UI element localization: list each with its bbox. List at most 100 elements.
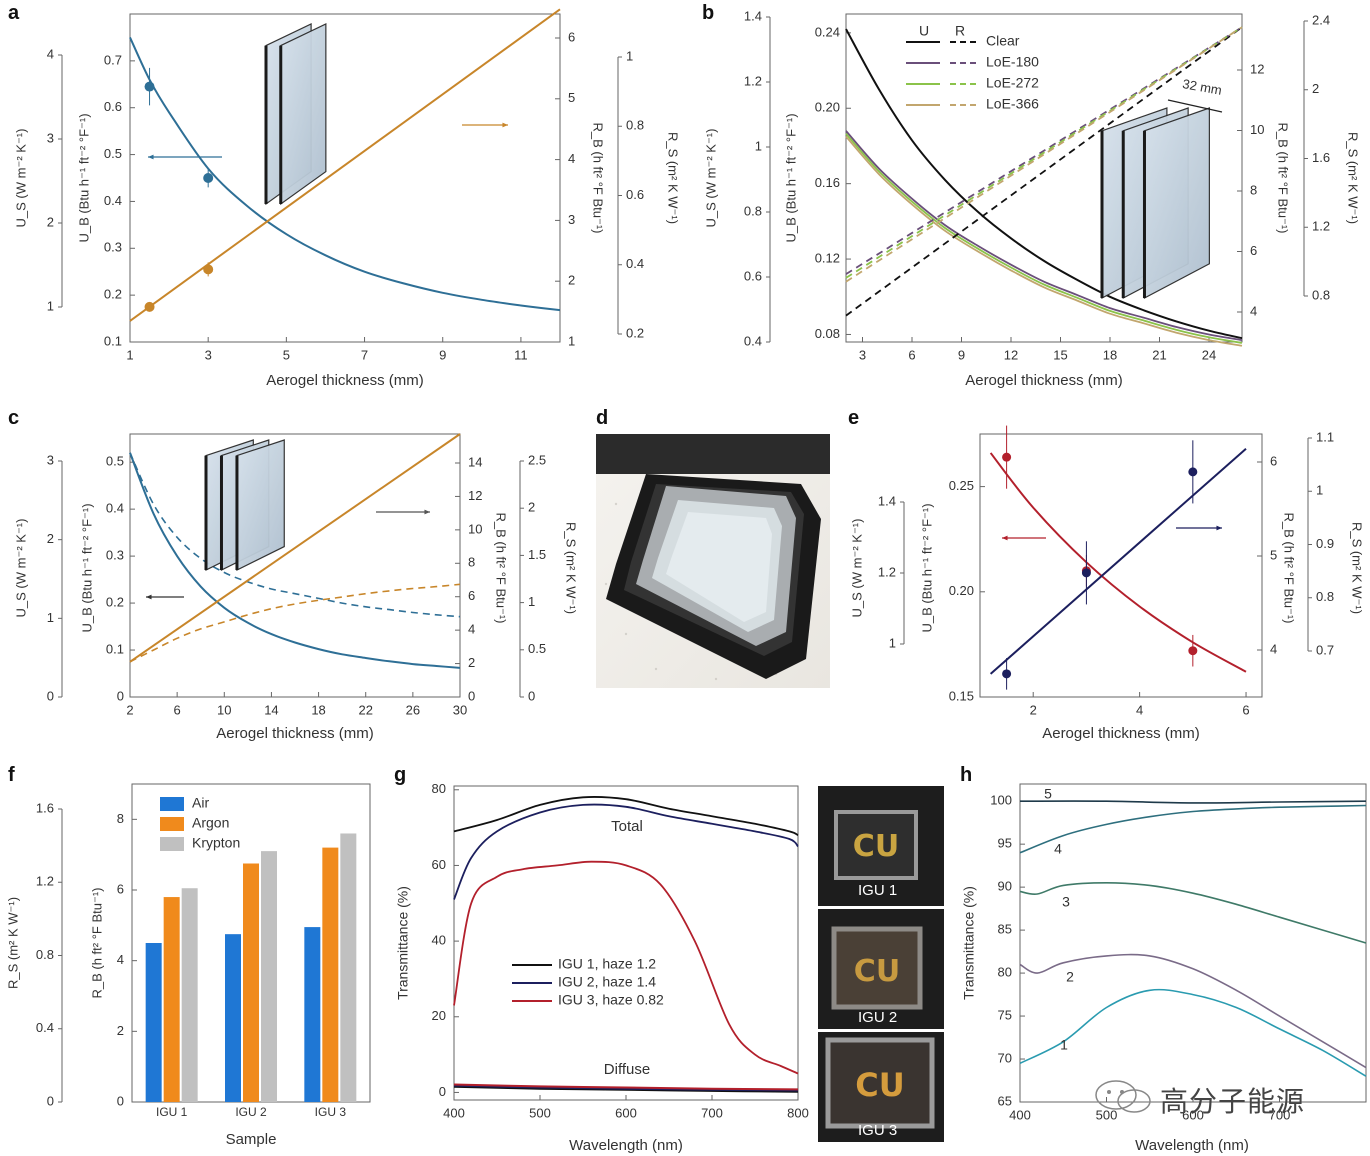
chart-f-legend-label: Air — [192, 795, 209, 811]
chart-c-us-tick-label: 0 — [47, 688, 54, 703]
chart-b-r-loe — [845, 26, 1243, 283]
chart-g-series-line — [453, 803, 799, 900]
chart-b-glass-pane — [1143, 107, 1210, 299]
chart-f-legend-swatch — [160, 817, 184, 831]
chart-a-us-tick-label: 3 — [47, 130, 54, 145]
chart-e-ub-label: U_B (Btu h⁻¹ ft⁻² °F⁻¹) — [919, 503, 934, 632]
chart-e-arrow-right-head — [1216, 525, 1222, 531]
chart-e-arrow-left-head — [1002, 535, 1008, 541]
panel-label-e: e — [848, 407, 860, 429]
svg-text:CU: CU — [855, 1066, 904, 1104]
chart-e-point — [1188, 646, 1198, 656]
chart-a-rb-tick-label: 2 — [568, 273, 575, 288]
chart-f-rs-tick-label: 1.6 — [36, 800, 54, 815]
chart-f-bar — [322, 847, 339, 1102]
chart-b-legend-header-u: U — [919, 23, 929, 39]
chart-b-x-tick-label: 15 — [1053, 347, 1067, 362]
chart-g-y-tick-label: 60 — [432, 857, 446, 872]
igu2-photo-label: IGU 2 — [858, 1009, 898, 1026]
chart-f-legend-swatch — [160, 797, 184, 811]
chart-e-point — [1002, 669, 1012, 679]
chart-a-rb-line — [129, 8, 561, 322]
chart-b-rs-label: R_S (m² K W⁻¹) — [1346, 132, 1361, 224]
chart-c-us-tick-label: 2 — [47, 531, 54, 546]
chart-e-us-tick-label: 1.2 — [878, 564, 896, 579]
chart-h-xlabel: Wavelength (nm) — [1135, 1137, 1249, 1154]
chart-b-rb-tick-label: 10 — [1250, 122, 1264, 137]
watermark-text: 高分子能源 — [1160, 1085, 1306, 1118]
chart-a-rs-label: R_S (m² K W⁻¹) — [666, 132, 681, 224]
chart-c-rb-tick-label: 6 — [468, 588, 475, 603]
chart-a-ub-tick-label: 0.7 — [104, 52, 122, 67]
chart-a-us-tick-label: 2 — [47, 214, 54, 229]
chart-a-rb-label: R_B (h ft² °F Btu⁻¹) — [591, 122, 606, 233]
chart-c-us-tick-label: 1 — [47, 610, 54, 625]
chart-a-x-tick-label: 3 — [205, 347, 212, 362]
chart-b-u-loe — [845, 135, 1243, 347]
chart-a-x-tick-label: 5 — [283, 347, 290, 362]
chart-b-legend-header-r: R — [955, 23, 965, 39]
chart-e-xlabel: Aerogel thickness (mm) — [1042, 725, 1200, 742]
chart-c-rs-tick-label: 0.5 — [528, 641, 546, 656]
chart-g-y-tick-label: 20 — [432, 1008, 446, 1023]
chart-c-glass-pane — [236, 439, 285, 571]
chart-b-annotation: 32 mm — [1181, 76, 1223, 98]
chart-a-point — [144, 301, 155, 312]
chart-e-x-tick-label: 2 — [1030, 702, 1037, 717]
chart-b-us-label: U_S (W m⁻² K⁻¹) — [703, 129, 718, 228]
chart-h-series-label: 1 — [1060, 1037, 1068, 1053]
chart-b-ub-tick-label: 0.08 — [815, 326, 840, 341]
chart-f-bar — [145, 943, 162, 1102]
chart-c-x-tick-label: 22 — [358, 702, 372, 717]
chart-b-rb-tick-label: 8 — [1250, 182, 1257, 197]
chart-h-x-tick-label: 700 — [1269, 1107, 1291, 1122]
chart-f-bar — [181, 888, 198, 1102]
chart-e-rs-tick-label: 1.1 — [1316, 429, 1334, 444]
chart-c-x-tick-label: 10 — [217, 702, 231, 717]
chart-a-rs-tick-label: 1 — [626, 48, 633, 63]
chart-a-rb-tick-label: 4 — [568, 151, 575, 166]
chart-b-x-tick-label: 21 — [1152, 347, 1166, 362]
chart-a-ub-tick-label: 0.3 — [104, 240, 122, 255]
chart-a-rb-tick-label: 1 — [568, 333, 575, 348]
chart-f-rs-tick-label: 1.2 — [36, 874, 54, 889]
chart-c-rs-label: R_S (m² K W⁻¹) — [564, 522, 579, 614]
panel-label-f: f — [8, 764, 15, 786]
panel-label-d: d — [596, 407, 609, 429]
chart-c-x-tick-label: 14 — [264, 702, 278, 717]
chart-f-y-tick-label: 0 — [117, 1093, 124, 1108]
chart-h-y-tick-label: 80 — [998, 965, 1012, 980]
chart-a-rs-tick-label: 0.8 — [626, 118, 644, 133]
chart-c-rb-tick-label: 12 — [468, 488, 482, 503]
chart-f-y-tick-label: 6 — [117, 881, 124, 896]
chart-b-x-tick-label: 24 — [1202, 347, 1216, 362]
chart-e-rs-tick-label: 0.8 — [1316, 589, 1334, 604]
chart-b-r-loe — [845, 26, 1243, 279]
chart-a-arrow-right-head — [502, 122, 508, 128]
chart-f-rs-tick-label: 0.4 — [36, 1020, 54, 1035]
chart-c-rb-tick-label: 2 — [468, 655, 475, 670]
chart-h-series-label: 5 — [1044, 786, 1052, 802]
chart-b-x-tick-label: 9 — [958, 347, 965, 362]
chart-b-legend-label: Clear — [986, 33, 1020, 49]
chart-a-x-tick-label: 11 — [514, 347, 528, 362]
chart-a-x-tick-label: 1 — [126, 347, 133, 362]
chart-b-legend-label: LoE-180 — [986, 54, 1039, 70]
chart-c-ub-tick-label: 0.1 — [106, 641, 124, 656]
chart-g-legend-label: IGU 2, haze 1.4 — [558, 974, 656, 990]
chart-c-rb-tick-label: 0 — [468, 688, 475, 703]
chart-c-ub-tick-label: 0.5 — [106, 454, 124, 469]
chart-a-frame — [129, 13, 561, 343]
chart-c-ub-tick-label: 0.4 — [106, 501, 124, 516]
chart-c-rs-tick-label: 0 — [528, 688, 535, 703]
chart-f-xlabel: Sample — [226, 1131, 277, 1148]
chart-b-rs-tick-label: 2 — [1312, 81, 1319, 96]
chart-b-rb-tick-label: 4 — [1250, 303, 1257, 318]
chart-h-x-tick-label: 600 — [1182, 1107, 1204, 1122]
chart-a-rb-tick-label: 5 — [568, 90, 575, 105]
chart-b-x-tick-label: 6 — [908, 347, 915, 362]
chart-c-x-tick-label: 26 — [406, 702, 420, 717]
chart-e-x-tick-label: 4 — [1136, 702, 1143, 717]
svg-text:CU: CU — [854, 954, 900, 989]
chart-f-y-tick-label: 4 — [117, 952, 124, 967]
